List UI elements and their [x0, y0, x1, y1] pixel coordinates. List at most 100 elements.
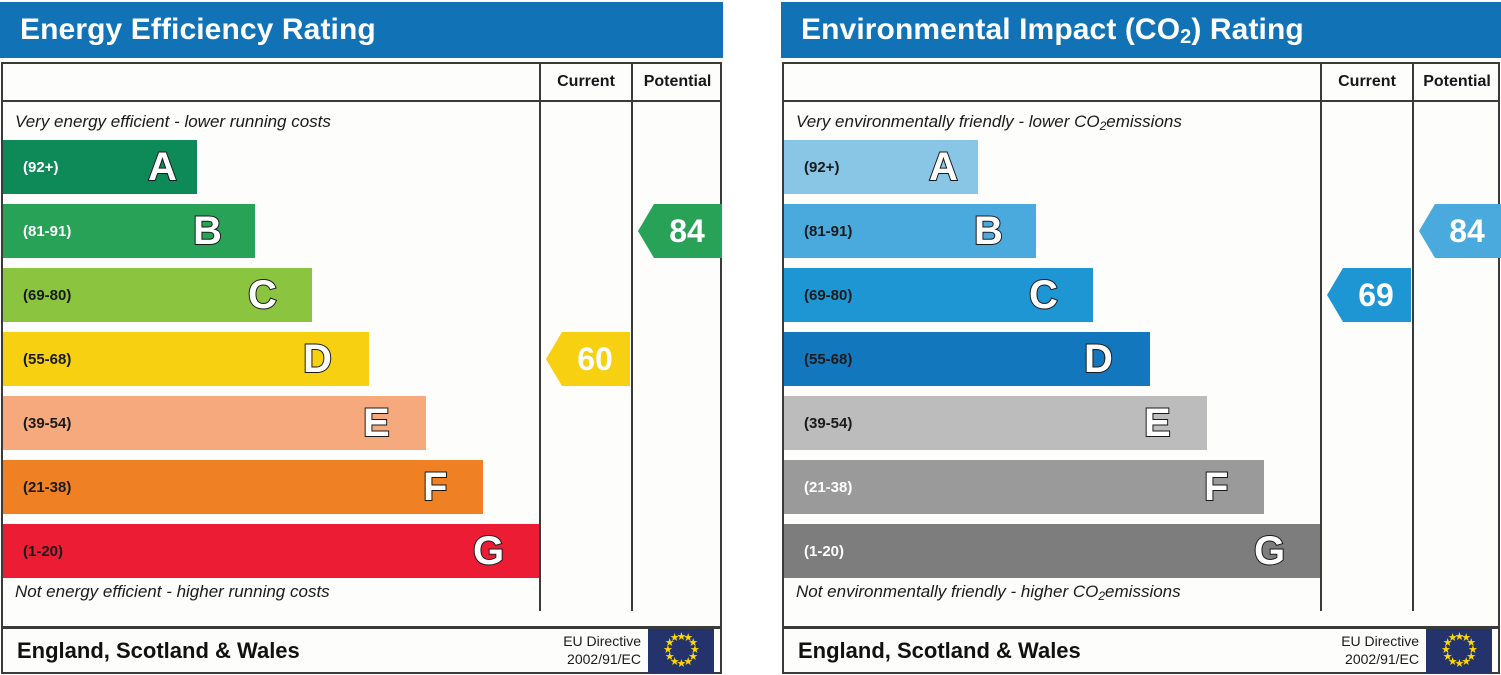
column-divider-1	[539, 64, 541, 100]
band-row-f: (21-38) F	[3, 460, 483, 514]
column-divider-1	[1320, 64, 1322, 100]
band-row-f: (21-38) F	[784, 460, 1264, 514]
co2-title-subscript: 2	[1180, 26, 1192, 48]
eu-star-icon: ★	[1454, 630, 1465, 643]
co2-current-column-header: Current	[1338, 73, 1396, 90]
co2-current-rating-arrow: 69	[1327, 268, 1411, 322]
energy-table-body: Very energy efficient - lower running co…	[3, 102, 722, 611]
band-c-grade: C	[1028, 273, 1059, 317]
co2-title-post: ) Rating	[1191, 13, 1304, 46]
energy-rating-table: Current Potential Very energy efficient …	[1, 62, 722, 628]
co2-table-body: Very environmentally friendly - lower CO…	[784, 102, 1501, 611]
co2-note-top-post: emissions	[1106, 112, 1182, 131]
band-row-c: (69-80) C	[3, 268, 312, 322]
band-e-grade: E	[1143, 401, 1172, 445]
band-row-g: (1-20) G	[784, 524, 1321, 578]
eu-star-icon: ★	[676, 630, 687, 643]
energy-note-top: Very energy efficient - lower running co…	[15, 112, 331, 131]
band-f-range: (21-38)	[23, 478, 72, 496]
eu-directive-line2: 2002/91/EC	[567, 650, 641, 667]
energy-potential-rating-value: 84	[669, 212, 705, 249]
band-c-range: (69-80)	[23, 286, 72, 304]
body-divider-1	[539, 102, 541, 611]
band-row-a: (92+) A	[784, 140, 978, 194]
co2-potential-rating-value: 84	[1449, 212, 1485, 249]
eu-star-icon: ★	[1454, 657, 1465, 670]
eu-star-icon: ★	[690, 644, 700, 656]
band-c-grade: C	[247, 273, 278, 317]
energy-current-rating-value: 60	[577, 340, 613, 377]
eu-flag-icon: ★ ★ ★ ★ ★ ★ ★ ★ ★ ★ ★ ★	[1426, 628, 1492, 673]
co2-eu-directive-block: EU Directive 2002/91/EC ★ ★ ★ ★ ★ ★ ★ ★ ★ ★ ★ ★	[1341, 628, 1498, 673]
energy-potential-rating-arrow: 84	[638, 204, 722, 258]
eu-star-icon: ★	[669, 632, 680, 645]
co2-note-top: Very environmentally friendly - lower CO…	[796, 106, 1182, 138]
column-divider-2	[1412, 64, 1414, 100]
band-f-range: (21-38)	[804, 478, 853, 496]
band-a-grade: A	[147, 145, 178, 189]
eu-star-icon: ★	[1447, 655, 1458, 668]
band-row-g: (1-20) G	[3, 524, 540, 578]
eu-star-icon: ★	[688, 650, 699, 663]
band-g-grade: G	[1253, 529, 1286, 573]
band-row-e: (39-54) E	[3, 396, 426, 450]
eu-star-icon: ★	[1442, 637, 1453, 650]
eu-star-icon: ★	[663, 644, 673, 656]
band-a-range: (92+)	[23, 158, 59, 176]
band-g-grade: G	[472, 529, 505, 573]
co2-note-bot-pre: Not environmentally friendly - higher CO	[796, 582, 1099, 601]
energy-eu-directive-block: EU Directive 2002/91/EC ★ ★ ★ ★ ★ ★ ★ ★ ★ ★ ★ ★	[563, 628, 720, 673]
eu-star-icon: ★	[683, 632, 694, 645]
energy-note-bottom: Not energy efficient - higher running co…	[15, 582, 330, 601]
body-divider-2	[1412, 102, 1414, 611]
co2-note-bot-subscript: 2	[1098, 589, 1106, 603]
band-row-e: (39-54) E	[784, 396, 1207, 450]
band-b-range: (81-91)	[804, 222, 853, 240]
energy-current-rating-arrow: 60	[546, 332, 630, 386]
co2-panel-header: Environmental Impact (CO2) Rating	[781, 2, 1501, 58]
eu-star-icon: ★	[664, 637, 675, 650]
band-row-d: (55-68) D	[3, 332, 369, 386]
band-d-range: (55-68)	[23, 350, 72, 368]
eu-star-icon: ★	[676, 657, 687, 670]
eu-directive-line1: EU Directive	[563, 633, 641, 649]
eu-directive-line1: EU Directive	[1341, 633, 1419, 649]
eu-star-icon: ★	[1441, 644, 1451, 656]
energy-current-column-header: Current	[557, 73, 615, 90]
band-row-b: (81-91) B	[784, 204, 1036, 258]
co2-title-pre: Environmental Impact (CO	[801, 13, 1181, 46]
environmental-impact-panel: Environmental Impact (CO2) Rating Curren…	[781, 0, 1501, 675]
column-divider-2	[631, 64, 633, 100]
body-divider-2	[631, 102, 633, 611]
band-d-range: (55-68)	[804, 350, 853, 368]
body-divider-1	[1320, 102, 1322, 611]
co2-current-rating-value: 69	[1358, 276, 1394, 313]
energy-panel-title: Energy Efficiency Rating	[20, 13, 376, 46]
band-e-grade: E	[362, 401, 391, 445]
eu-star-icon: ★	[1468, 644, 1478, 656]
band-b-range: (81-91)	[23, 222, 72, 240]
eu-star-icon: ★	[1447, 632, 1458, 645]
band-e-range: (39-54)	[23, 414, 72, 432]
co2-column-header-row: Current Potential	[784, 64, 1498, 102]
co2-potential-column-header: Potential	[1423, 73, 1491, 90]
band-row-a: (92+) A	[3, 140, 197, 194]
band-c-range: (69-80)	[804, 286, 853, 304]
eu-star-icon: ★	[1461, 655, 1472, 668]
band-d-grade: D	[1083, 337, 1114, 381]
band-row-d: (55-68) D	[784, 332, 1150, 386]
band-b-grade: B	[192, 209, 223, 253]
co2-rating-table: Current Potential Very environmentally f…	[782, 62, 1501, 628]
eu-star-icon: ★	[1442, 650, 1453, 663]
eu-directive-line2: 2002/91/EC	[1345, 650, 1419, 667]
band-a-grade: A	[928, 145, 959, 189]
band-f-grade: F	[1203, 465, 1229, 509]
band-row-c: (69-80) C	[784, 268, 1093, 322]
co2-eu-directive-text: EU Directive 2002/91/EC	[1341, 633, 1419, 668]
eu-star-icon: ★	[688, 637, 699, 650]
eu-star-icon: ★	[683, 655, 694, 668]
band-row-b: (81-91) B	[3, 204, 255, 258]
energy-column-header-row: Current Potential	[3, 64, 720, 102]
energy-footer: England, Scotland & Wales EU Directive 2…	[1, 627, 722, 674]
